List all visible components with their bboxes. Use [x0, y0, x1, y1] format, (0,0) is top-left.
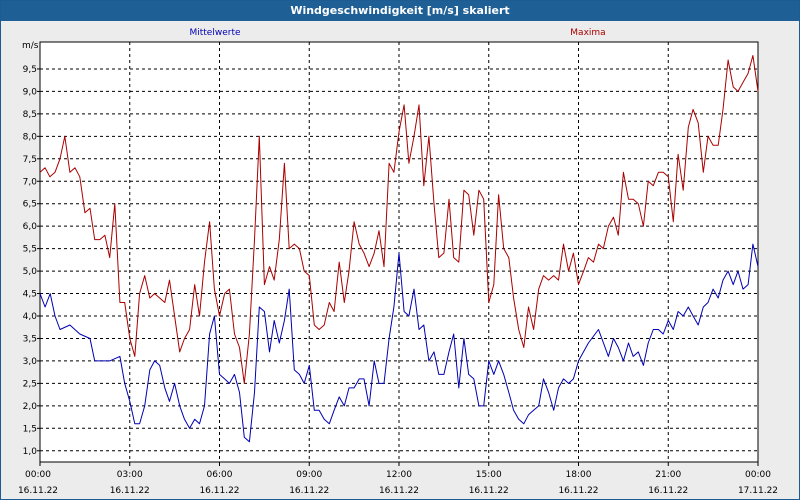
y-axis-label: m/s	[22, 41, 39, 51]
y-tick-label: 8,5	[23, 110, 37, 120]
y-tick-label: 9,5	[23, 65, 37, 75]
y-tick-label: 3,0	[23, 357, 38, 367]
x-tick-time: 21:00	[655, 470, 681, 480]
y-tick-label: 2,5	[23, 379, 37, 389]
x-tick-time: 00:00	[25, 470, 51, 480]
x-tick-time: 06:00	[207, 470, 233, 480]
x-tick-time: 03:00	[117, 470, 143, 480]
axis-ticks: 1,0 1,5 2,0 2,5 3,0 3,5 4,0 4,5 5,0 5,5 6,0 6,5 7,0 7…	[18, 65, 778, 496]
x-tick-date: 16.11.22	[199, 486, 239, 496]
y-tick-label: 5,0	[23, 267, 38, 277]
x-tick-date: 16.11.22	[469, 486, 509, 496]
series-layer	[39, 55, 759, 443]
legend-maxima: Maxima	[570, 28, 605, 38]
y-tick-label: 7,0	[23, 177, 38, 187]
x-tick-date: 16.11.22	[558, 486, 598, 496]
y-tick-label: 7,5	[23, 155, 37, 165]
y-tick-label: 9,0	[23, 87, 38, 97]
y-tick-label: 1,5	[23, 424, 37, 434]
y-tick-label: 3,5	[23, 334, 37, 344]
x-tick-time: 00:00	[745, 470, 771, 480]
y-tick-label: 8,0	[23, 132, 38, 142]
x-tick-date: 16.11.22	[379, 486, 419, 496]
x-tick-time: 12:00	[386, 470, 412, 480]
x-tick-date: 16.11.22	[110, 486, 150, 496]
x-tick-date: 17.11.22	[738, 486, 778, 496]
legend-mittelwerte: Mittelwerte	[189, 28, 240, 38]
y-tick-label: 2,0	[23, 402, 38, 412]
x-tick-time: 15:00	[476, 470, 502, 480]
series-line-maxima	[39, 55, 759, 384]
y-tick-label: 4,0	[23, 312, 38, 322]
x-tick-date: 16.11.22	[18, 486, 58, 496]
x-tick-time: 18:00	[566, 470, 592, 480]
series-line-mittelwerte	[39, 243, 759, 443]
x-tick-date: 16.11.22	[289, 486, 329, 496]
x-tick-date: 16.11.22	[648, 486, 688, 496]
y-tick-label: 5,5	[23, 245, 37, 255]
y-tick-label: 4,5	[23, 290, 37, 300]
x-tick-time: 09:00	[296, 470, 322, 480]
y-tick-label: 1,0	[23, 447, 38, 457]
y-tick-label: 6,5	[23, 200, 37, 210]
window-title: Windgeschwindigkeit [m/s] skaliert	[1, 1, 799, 21]
grid-lines	[40, 42, 758, 462]
y-tick-label: 6,0	[23, 222, 38, 232]
